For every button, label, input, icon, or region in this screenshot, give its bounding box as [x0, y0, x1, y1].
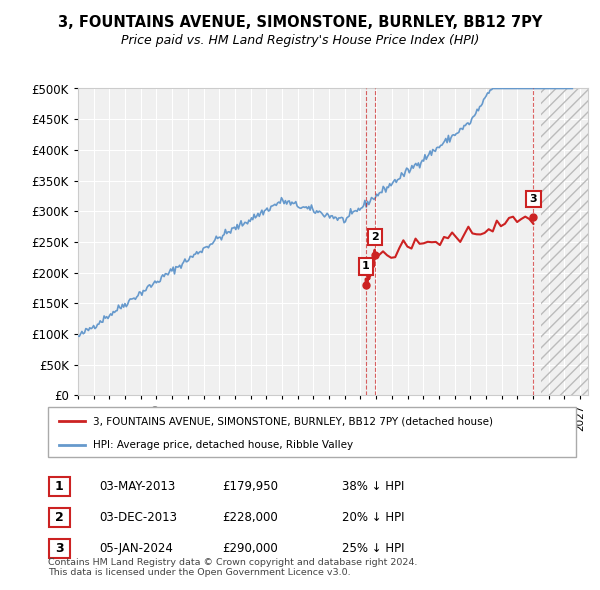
Text: 3, FOUNTAINS AVENUE, SIMONSTONE, BURNLEY, BB12 7PY (detached house): 3, FOUNTAINS AVENUE, SIMONSTONE, BURNLEY…	[93, 416, 493, 426]
Text: Price paid vs. HM Land Registry's House Price Index (HPI): Price paid vs. HM Land Registry's House …	[121, 34, 479, 47]
Text: 2: 2	[371, 232, 379, 242]
Text: 3: 3	[55, 542, 64, 555]
Text: 05-JAN-2024: 05-JAN-2024	[99, 542, 173, 555]
FancyBboxPatch shape	[48, 407, 576, 457]
Text: 20% ↓ HPI: 20% ↓ HPI	[342, 511, 404, 524]
Text: 3, FOUNTAINS AVENUE, SIMONSTONE, BURNLEY, BB12 7PY: 3, FOUNTAINS AVENUE, SIMONSTONE, BURNLEY…	[58, 15, 542, 30]
FancyBboxPatch shape	[49, 539, 70, 558]
FancyBboxPatch shape	[49, 477, 70, 496]
Text: Contains HM Land Registry data © Crown copyright and database right 2024.
This d: Contains HM Land Registry data © Crown c…	[48, 558, 418, 577]
Text: 1: 1	[55, 480, 64, 493]
Text: 03-DEC-2013: 03-DEC-2013	[99, 511, 177, 524]
Text: 03-MAY-2013: 03-MAY-2013	[99, 480, 175, 493]
Text: 2: 2	[55, 511, 64, 524]
Text: 3: 3	[530, 194, 537, 204]
Text: £228,000: £228,000	[222, 511, 278, 524]
Text: HPI: Average price, detached house, Ribble Valley: HPI: Average price, detached house, Ribb…	[93, 440, 353, 450]
Text: 25% ↓ HPI: 25% ↓ HPI	[342, 542, 404, 555]
Text: 38% ↓ HPI: 38% ↓ HPI	[342, 480, 404, 493]
FancyBboxPatch shape	[49, 508, 70, 527]
Text: £290,000: £290,000	[222, 542, 278, 555]
Text: 1: 1	[362, 261, 370, 271]
Text: £179,950: £179,950	[222, 480, 278, 493]
